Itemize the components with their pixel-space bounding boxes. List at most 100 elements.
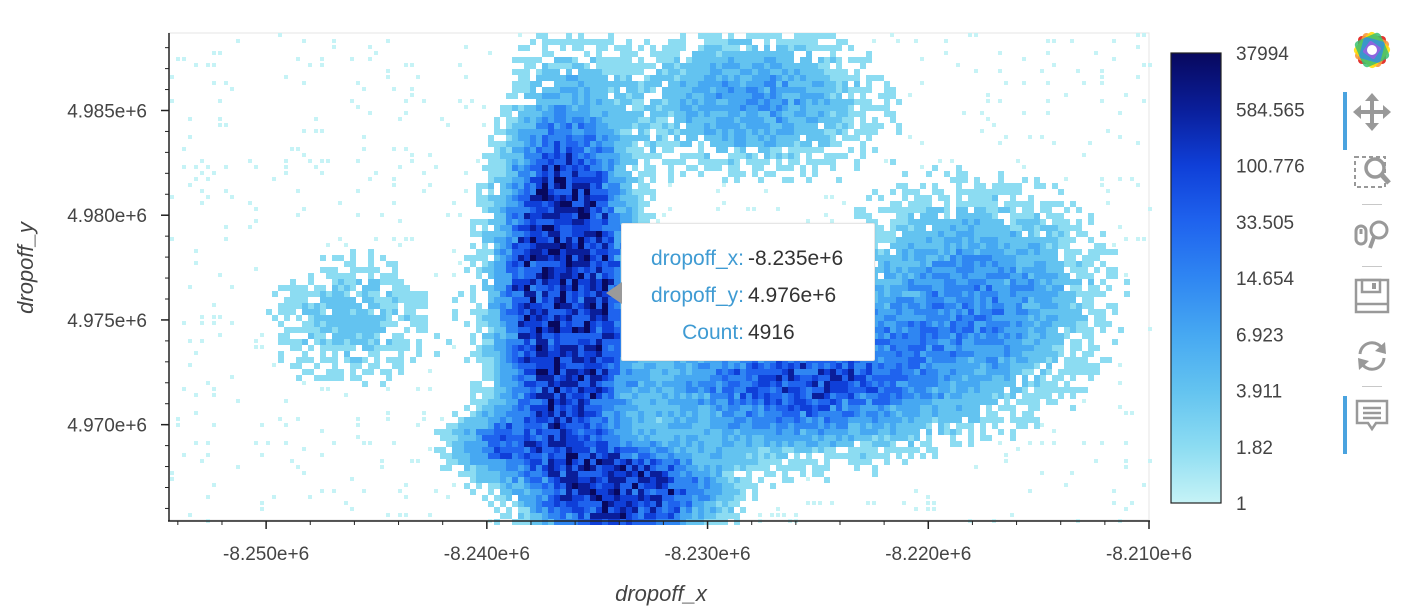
heatmap-cell — [512, 129, 518, 135]
heatmap-cell — [584, 153, 590, 159]
heatmap-cell — [800, 129, 806, 135]
heatmap-cell — [494, 213, 500, 219]
heatmap-cell — [614, 141, 620, 147]
heatmap-cell — [932, 333, 938, 339]
heatmap-cell — [362, 315, 368, 321]
heatmap-cell — [884, 351, 890, 357]
heatmap-cell — [938, 279, 944, 285]
heatmap-cell — [974, 303, 980, 309]
heatmap-cell — [506, 303, 512, 309]
heatmap-cell — [1034, 315, 1040, 321]
heatmap-cell — [614, 135, 620, 141]
heatmap-cell — [686, 129, 692, 135]
heatmap-cell — [890, 369, 896, 375]
heatmap-cell — [740, 141, 746, 147]
heatmap-cell — [602, 369, 608, 375]
heatmap-cell — [494, 297, 500, 303]
heatmap-cell — [806, 123, 812, 129]
heatmap-cell — [578, 249, 584, 255]
heatmap-cell — [524, 141, 530, 147]
heatmap-cell — [1040, 321, 1046, 327]
heatmap-cell — [680, 399, 686, 405]
heatmap-cell — [686, 93, 692, 99]
heatmap-cell — [1046, 39, 1050, 43]
heatmap-cell — [902, 327, 908, 333]
heatmap-cell — [1034, 249, 1040, 255]
heatmap-cell — [506, 297, 512, 303]
heatmap-cell — [896, 339, 902, 345]
heatmap-cell — [194, 351, 198, 355]
heatmap-cell — [572, 87, 578, 93]
heatmap-cell — [656, 381, 662, 387]
heatmap-cell — [1010, 249, 1016, 255]
heatmap-cell — [674, 39, 680, 45]
heatmap-cell — [992, 255, 998, 261]
heatmap-cell — [602, 279, 608, 285]
heatmap-cell — [824, 117, 830, 123]
heatmap-cell — [500, 159, 506, 165]
heatmap-cell — [392, 87, 396, 91]
heatmap-cell — [290, 297, 296, 303]
heatmap-cell — [500, 153, 506, 159]
heatmap-cell — [1076, 285, 1082, 291]
heatmap-cell — [710, 141, 716, 147]
heatmap-cell — [500, 243, 506, 249]
heatmap-cell — [536, 267, 542, 273]
heatmap-cell — [512, 87, 518, 93]
heatmap-cell — [512, 237, 518, 243]
heatmap-cell — [1064, 387, 1070, 393]
heatmap-cell — [494, 231, 500, 237]
heatmap-cell — [422, 327, 428, 333]
heatmap-cell — [728, 93, 734, 99]
heatmap-cell — [896, 351, 902, 357]
heatmap-cell — [560, 375, 566, 381]
heatmap-cell — [842, 117, 848, 123]
heatmap-cell — [788, 99, 794, 105]
heatmap-cell — [572, 387, 578, 393]
heatmap-cell — [524, 105, 530, 111]
heatmap-cell — [584, 327, 590, 333]
heatmap-cell — [878, 297, 884, 303]
heatmap-cell — [716, 207, 720, 211]
heatmap-cell — [536, 165, 542, 171]
heatmap-cell — [506, 165, 512, 171]
heatmap-cell — [1034, 213, 1040, 219]
heatmap-cell — [620, 141, 626, 147]
heatmap-cell — [854, 375, 860, 381]
heatmap-cell — [638, 93, 644, 99]
heatmap-cell — [530, 231, 536, 237]
heatmap-cell — [500, 315, 506, 321]
heatmap-cell — [494, 237, 500, 243]
heatmap-cell — [878, 381, 884, 387]
heatmap-cell — [872, 315, 878, 321]
heatmap-cell — [620, 63, 626, 69]
heatmap-cell — [404, 297, 410, 303]
heatmap-cell — [692, 369, 698, 375]
heatmap-cell — [908, 219, 914, 225]
heatmap-cell — [710, 393, 716, 399]
heatmap-cell — [734, 123, 740, 129]
heatmap-cell — [572, 45, 578, 51]
heatmap-cell — [1100, 99, 1104, 103]
heatmap-cell — [932, 315, 938, 321]
heatmap-cell — [842, 111, 848, 117]
heatmap-cell — [524, 393, 530, 399]
heatmap-cell — [566, 183, 572, 189]
heatmap-cell — [392, 333, 398, 339]
heatmap-cell — [914, 243, 920, 249]
heatmap-cell — [614, 219, 620, 225]
heatmap-cell — [626, 207, 632, 213]
heatmap-cell — [908, 339, 914, 345]
heatmap-cell — [656, 57, 662, 63]
heatmap-cell — [626, 381, 632, 387]
heatmap-cell — [710, 63, 716, 69]
heatmap-cell — [326, 321, 332, 327]
heatmap-cell — [782, 99, 788, 105]
heatmap-cell — [296, 357, 302, 363]
heatmap-cell — [782, 381, 788, 387]
heatmap-cell — [746, 99, 752, 105]
heatmap-cell — [884, 381, 890, 387]
heatmap-cell — [482, 387, 488, 393]
heatmap-cell — [842, 201, 846, 205]
heatmap-cell — [1052, 267, 1058, 273]
